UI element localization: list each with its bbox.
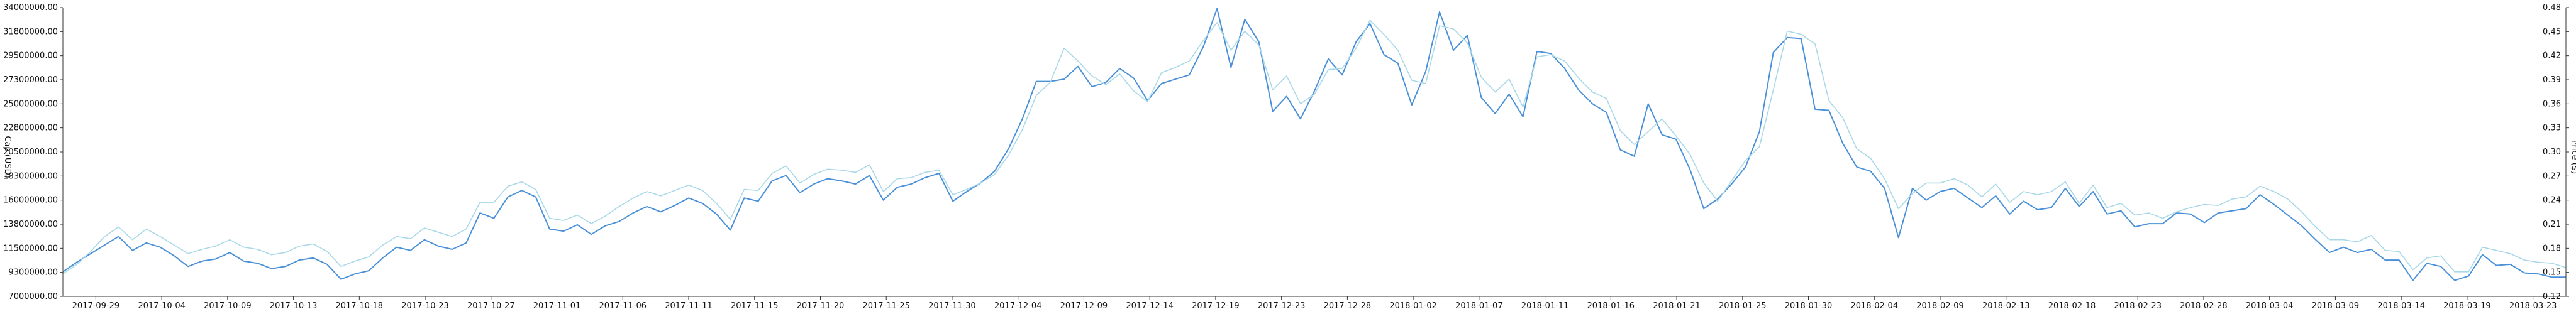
x-tick-label: 2017-10-18	[336, 301, 384, 311]
x-tick-label: 2018-01-02	[1389, 301, 1437, 311]
y-left-tick-label: 7000000.00	[8, 292, 58, 301]
x-tick-label: 2018-03-23	[2509, 301, 2557, 311]
y-right-tick-label: 0.39	[2543, 75, 2561, 85]
x-tick-label: 2018-01-07	[1455, 301, 1503, 311]
y-axis-left-label: Cap (USD)	[3, 136, 12, 178]
y-right-tick-label: 0.42	[2543, 51, 2561, 61]
y-left-tick-label: 9300000.00	[8, 268, 58, 278]
x-tick-label: 2018-02-09	[1916, 301, 1964, 311]
series-lines	[62, 8, 2567, 281]
x-tick-label: 2017-10-13	[270, 301, 318, 311]
y-left-tick-label: 27300000.00	[3, 75, 58, 85]
x-tick-label: 2017-12-28	[1324, 301, 1372, 311]
x-tick-label: 2017-11-25	[862, 301, 910, 311]
x-tick-label: 2017-12-23	[1258, 301, 1306, 311]
x-tick-label: 2018-01-16	[1587, 301, 1635, 311]
x-tick-label: 2018-03-14	[2377, 301, 2425, 311]
x-tick-label: 2017-10-04	[138, 301, 186, 311]
y-right-tick-label: 0.18	[2543, 244, 2561, 253]
x-tick-label: 2017-11-15	[731, 301, 779, 311]
y-right-tick-label: 0.27	[2543, 171, 2561, 181]
x-tick-label: 2018-02-13	[1982, 301, 2030, 311]
y-right-tick-label: 0.12	[2543, 292, 2561, 301]
y-left-tick-label: 16000000.00	[3, 196, 58, 205]
y-right-tick-label: 0.36	[2543, 99, 2561, 109]
x-tick-label: 2018-02-04	[1850, 301, 1898, 311]
x-tick-label: 2018-01-11	[1521, 301, 1569, 311]
x-tick-label: 2017-10-27	[467, 301, 515, 311]
series-line-1	[62, 8, 2566, 281]
y-right-tick-label: 0.30	[2543, 148, 2561, 157]
x-tick-label: 2017-12-09	[1060, 301, 1108, 311]
y-left-tick-label: 18300000.00	[3, 171, 58, 181]
x-tick-label: 2017-12-04	[994, 301, 1042, 311]
x-tick-label: 2018-02-23	[2114, 301, 2162, 311]
x-tick-label: 2017-11-20	[797, 301, 845, 311]
x-tick-label: 2018-01-30	[1785, 301, 1833, 311]
x-tick-label: 2017-09-29	[72, 301, 120, 311]
y-left-tick-label: 11500000.00	[3, 244, 58, 253]
y-left-tick-label: 22800000.00	[3, 124, 58, 133]
y-right-tick-label: 0.33	[2543, 124, 2561, 133]
y-right-tick-label: 0.24	[2543, 196, 2561, 205]
y-left-tick-label: 31800000.00	[3, 27, 58, 36]
y-right-tick-label: 0.21	[2543, 220, 2561, 229]
x-tick-label: 2017-11-06	[599, 301, 647, 311]
x-tick-label: 2017-11-11	[665, 301, 713, 311]
y-axis-right-label: Price ($)	[2570, 140, 2576, 174]
y-right-tick-label: 0.15	[2543, 268, 2561, 278]
series-line-2	[62, 19, 2567, 274]
x-tick-label: 2017-12-19	[1192, 301, 1240, 311]
y-left-tick-label: 13800000.00	[3, 220, 58, 229]
x-tick-label: 2017-11-01	[533, 301, 581, 311]
x-tick-label: 2018-03-19	[2443, 301, 2491, 311]
y-right-tick-label: 0.45	[2543, 27, 2561, 36]
x-tick-label: 2017-11-30	[928, 301, 976, 311]
x-tick-label: 2017-12-14	[1126, 301, 1174, 311]
axes: 34000000.00 31800000.00 29500000.00 2730000…	[3, 3, 2569, 311]
x-tick-label: 2017-10-09	[204, 301, 252, 311]
x-tick-label: 2018-01-21	[1653, 301, 1701, 311]
x-tick-label: 2017-10-23	[401, 301, 449, 311]
x-tick-label: 2018-02-28	[2180, 301, 2228, 311]
y-left-tick-label: 29500000.00	[3, 51, 58, 61]
x-tick-label: 2018-03-04	[2246, 301, 2294, 311]
y-left-tick-label: 25000000.00	[3, 99, 58, 109]
y-left-tick-label: 34000000.00	[3, 3, 58, 13]
x-tick-label: 2018-01-25	[1719, 301, 1767, 311]
x-tick-label: 2018-03-09	[2312, 301, 2360, 311]
x-tick-label: 2018-02-18	[2048, 301, 2096, 311]
y-right-tick-label: 0.48	[2543, 3, 2561, 13]
y-left-tick-label: 20500000.00	[3, 148, 58, 157]
